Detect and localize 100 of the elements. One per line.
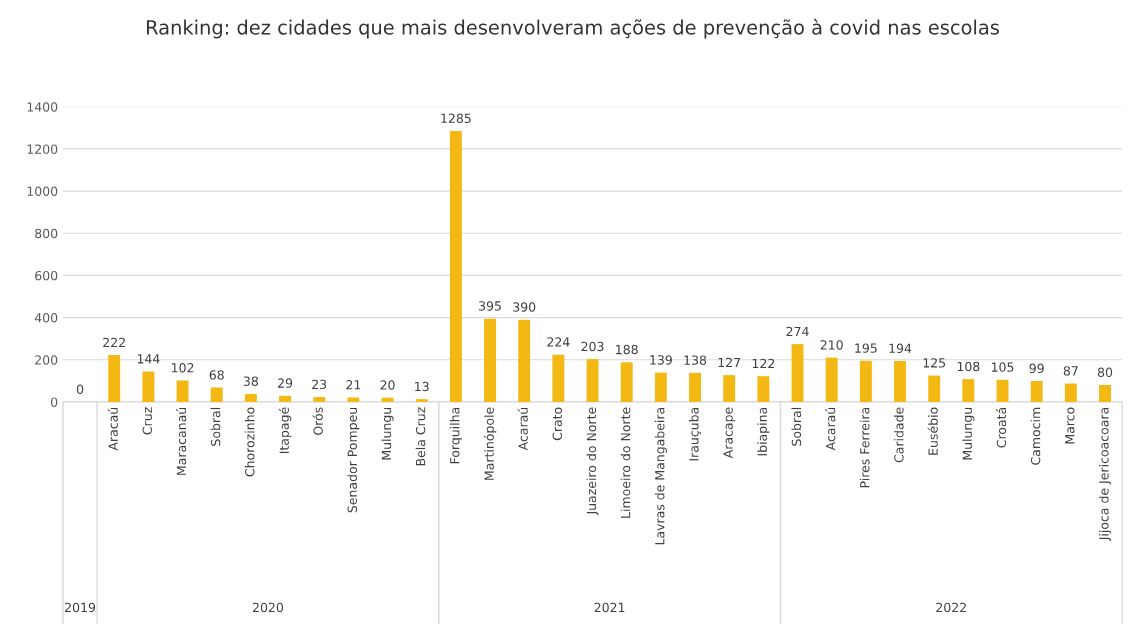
x-tick-label: Crato [552, 407, 562, 441]
data-label: 38 [243, 376, 258, 386]
y-tick-label: 400 [34, 313, 58, 323]
data-label: 20 [380, 380, 395, 390]
data-label: 1285 [441, 113, 471, 124]
x-tick-label: Senador Pompeu [347, 407, 360, 513]
data-label: 87 [1063, 366, 1078, 376]
x-tick-label: Juazeiro do Norte [586, 407, 599, 516]
data-label: 203 [581, 341, 604, 352]
text: 2022 [936, 602, 966, 613]
bar [449, 131, 462, 402]
x-tick-label: Ibiapina [757, 407, 770, 456]
data-label: 144 [137, 354, 160, 364]
x-tick-label: Mulungu [962, 407, 975, 460]
data-label: 68 [209, 370, 224, 380]
data-label: 127 [718, 357, 741, 367]
bar [825, 357, 838, 402]
y-tick-label: 1400 [27, 102, 58, 112]
data-label: 395 [479, 301, 501, 311]
data-label: 195 [855, 343, 877, 353]
data-label: 21 [346, 380, 361, 390]
bar [996, 379, 1009, 402]
data-label: 224 [547, 337, 570, 347]
bar [142, 371, 155, 402]
y-tick-label: 200 [35, 355, 58, 365]
x-tick-label: Cruz [142, 407, 153, 435]
bar [791, 344, 804, 402]
data-label: 188 [616, 344, 638, 355]
y-tick-label: 800 [35, 228, 58, 239]
data-label: 139 [650, 355, 672, 365]
data-label: 390 [513, 302, 536, 312]
bar [654, 372, 667, 402]
bar [279, 395, 292, 402]
data-label: 23 [312, 379, 327, 390]
bar [552, 354, 565, 402]
text: 2019 [65, 602, 96, 613]
x-tick-label: Croatá [995, 407, 1007, 448]
text: 2021 [594, 602, 625, 613]
data-label: 222 [103, 337, 125, 347]
bar [928, 375, 941, 402]
data-label: 274 [786, 326, 809, 336]
x-tick-label: Aracaú [107, 407, 118, 451]
x-tick-label: Camocim [1030, 407, 1041, 465]
x-tick-label: Marco [1065, 407, 1075, 444]
data-label: 210 [820, 340, 843, 350]
data-label: 29 [278, 378, 293, 388]
x-tick-label: Aracape [723, 407, 736, 459]
x-tick-label: Irauçuba [688, 407, 701, 461]
bar [1030, 381, 1043, 402]
bar [415, 399, 428, 402]
bar [313, 397, 326, 402]
x-tick-label: Sobral [791, 407, 802, 446]
bar [176, 380, 189, 402]
data-label: 125 [923, 358, 946, 368]
x-tick-label: Limoeiro do Norte [620, 407, 631, 518]
bar [723, 375, 736, 402]
y-tick-label: 1200 [27, 144, 58, 154]
bar [347, 397, 360, 402]
bar [484, 318, 497, 402]
x-tick-label: Forquilha [449, 407, 462, 464]
y-tick-label: 1000 [27, 186, 58, 197]
y-tick-label: 0 [50, 397, 58, 407]
data-label: 138 [684, 355, 707, 365]
data-label: 105 [991, 362, 1014, 372]
x-tick-label: Acaraú [517, 407, 528, 451]
bar [244, 393, 257, 402]
x-tick-label: Eusébio [927, 407, 938, 455]
x-tick-label: Acaraú [825, 407, 836, 451]
data-label: 0 [76, 384, 84, 394]
bar [757, 376, 770, 402]
x-tick-label: Pires Ferreira [859, 407, 870, 488]
data-label: 122 [752, 358, 775, 369]
bar [620, 362, 633, 402]
bar [1064, 383, 1077, 402]
data-label: 13 [415, 381, 429, 392]
bar [210, 387, 223, 402]
bar [586, 359, 599, 402]
data-label: 108 [957, 361, 980, 372]
bar [381, 397, 394, 402]
text: 2020 [252, 602, 284, 613]
bar [1099, 385, 1111, 402]
x-tick-label: Itapagé [278, 407, 292, 454]
bar [108, 355, 121, 402]
x-tick-label: Jijoca de Jericoacoara [1098, 407, 1112, 541]
x-tick-label: Caridade [893, 407, 904, 463]
bar [689, 372, 702, 402]
data-label: 194 [889, 343, 912, 354]
x-tick-label: Sobral [210, 407, 221, 446]
x-tick-label: Mulungu [381, 407, 394, 460]
y-tick-label: 600 [35, 270, 58, 281]
x-tick-label: Chorozinho [244, 407, 255, 477]
chart-title: Ranking: dez cidades que mais desenvolveram ações de prevenção à covid nas escolas [146, 18, 999, 39]
bar [518, 319, 531, 402]
bar [859, 360, 872, 402]
x-tick-label: Maracanaú [176, 407, 187, 475]
data-label: 99 [1029, 363, 1044, 374]
data-label: 102 [172, 362, 194, 373]
bar [894, 361, 906, 402]
x-tick-label: Bela Cruz [415, 407, 426, 466]
x-tick-label: Martinópole [483, 407, 497, 480]
